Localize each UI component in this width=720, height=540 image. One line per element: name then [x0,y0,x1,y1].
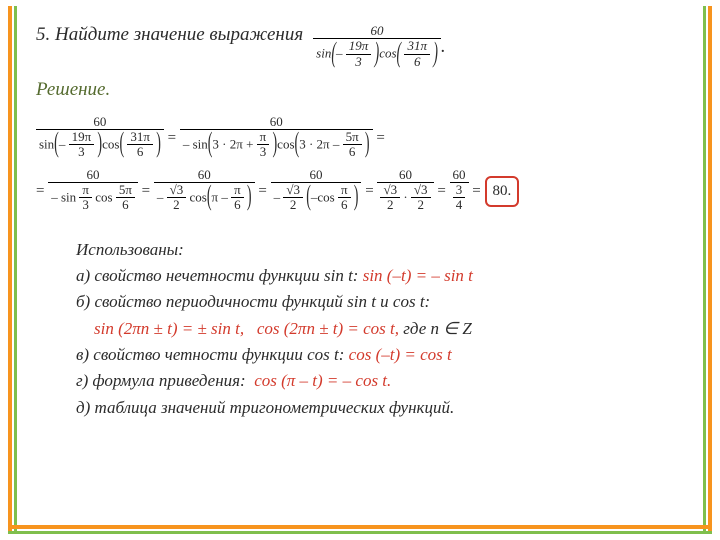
note-b-line2: sin (2πn ± t) = ± sin t, cos (2πn ± t) =… [76,316,704,342]
problem-text: 5. Найдите значение выражения [36,24,303,46]
border-right-orange [708,6,712,534]
note-g: г) формула приведения: cos (π – t) = – c… [76,368,704,394]
slide-frame: 5. Найдите значение выражения 60 sin(– 1… [8,6,712,534]
expr-numerator: 60 [313,24,441,38]
border-bottom-green [8,531,712,534]
solution-label: Решение. [36,79,704,101]
note-v: в) свойство четности функции cos t: cos … [76,342,704,368]
expr-denominator: sin(– 19π3 )cos( 31π6 ) [313,38,441,71]
problem-title-row: 5. Найдите значение выражения 60 sin(– 1… [36,24,704,71]
note-d: д) таблица значений тригонометрических ф… [76,395,704,421]
work-row-1: 60 sin(– 19π3 )cos( 31π6 ) = 60 – sin(3 … [36,115,704,162]
notes-heading: Использованы: [76,237,704,263]
notes-block: Использованы: а) свойство нечетности фун… [76,237,704,421]
border-bottom-orange [8,525,712,529]
border-left-orange [8,6,12,534]
final-answer: 80. [485,176,520,207]
content-area: 5. Найдите значение выражения 60 sin(– 1… [36,24,704,421]
border-left-green [14,6,17,534]
problem-expression: 60 sin(– 19π3 )cos( 31π6 ) . [313,24,445,71]
note-b-line1: б) свойство периодичности функций sin t … [76,289,704,315]
note-a: а) свойство нечетности функции sin t: si… [76,263,704,289]
solution-work: 60 sin(– 19π3 )cos( 31π6 ) = 60 – sin(3 … [36,115,704,215]
work-row-2: = 60 – sin π3 cos 5π6 = 60 – [36,168,704,215]
